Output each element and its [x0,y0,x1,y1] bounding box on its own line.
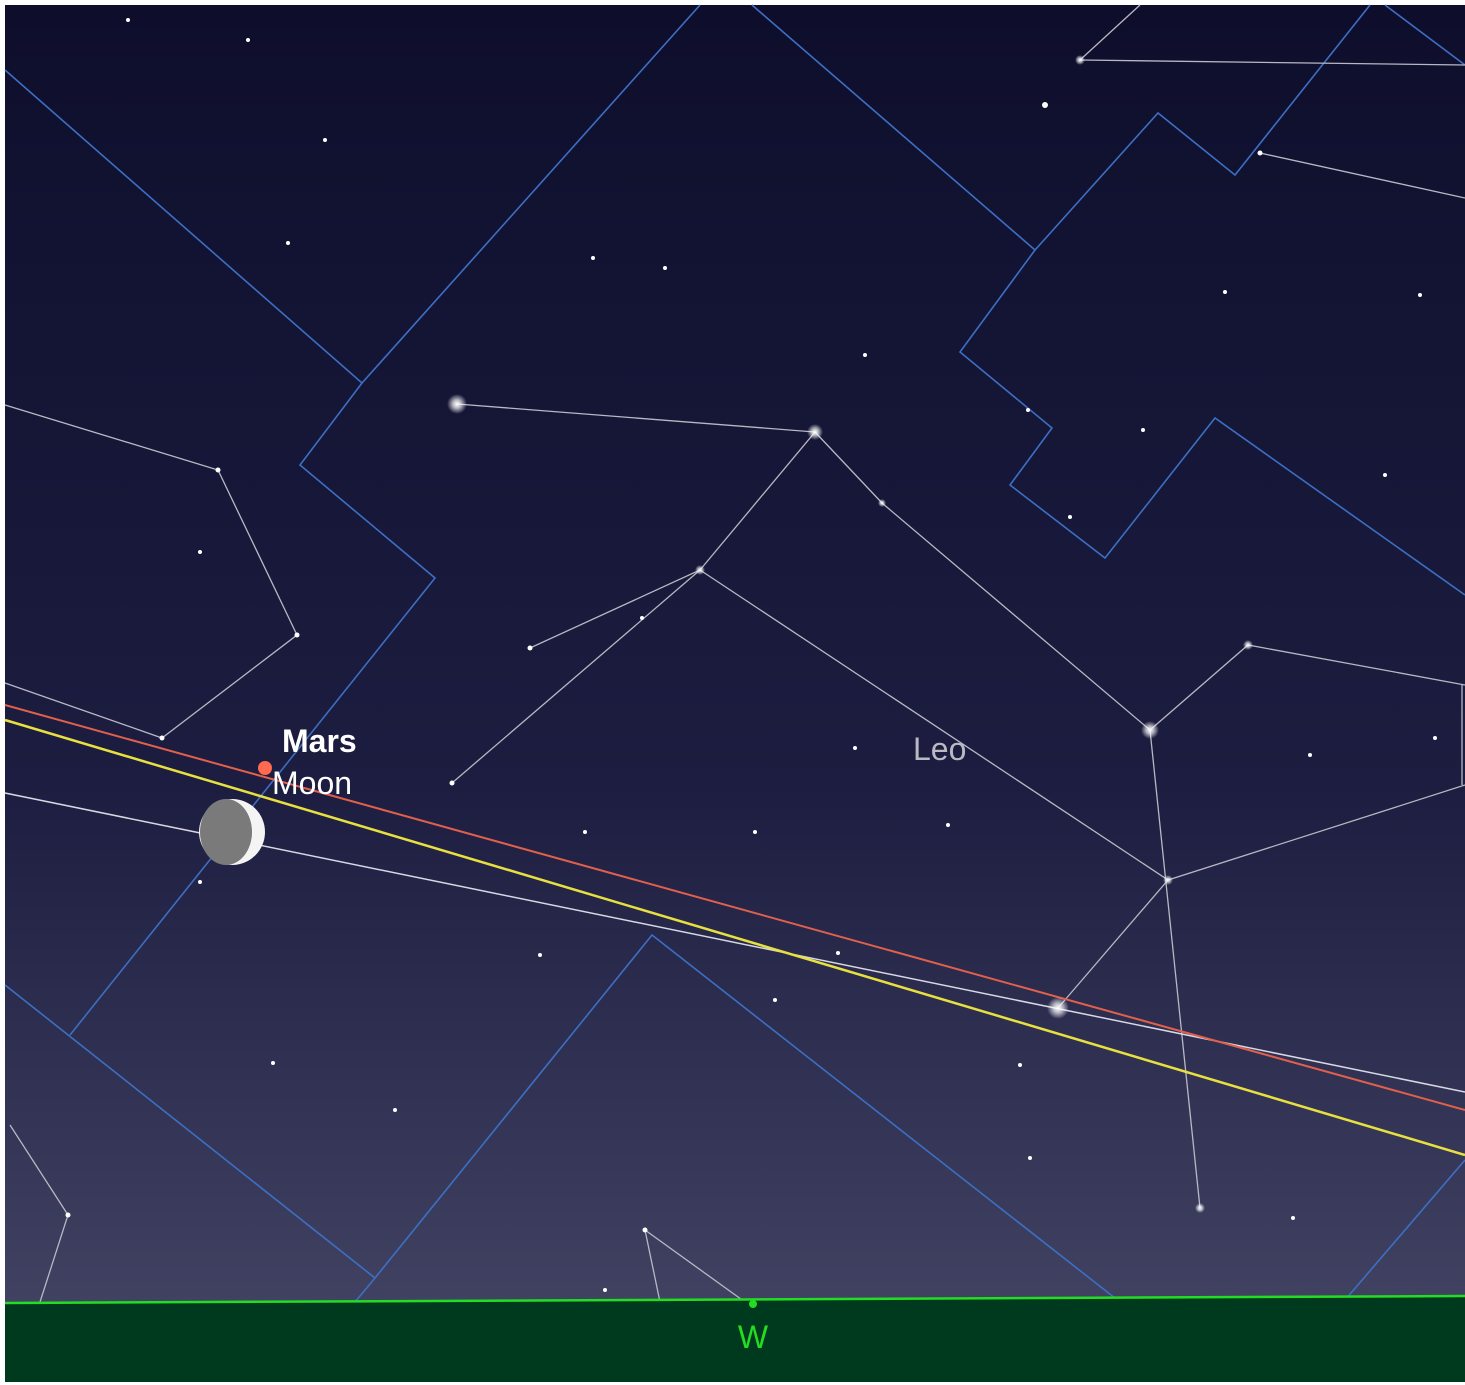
mars [258,761,272,775]
constellation-label: Leo [913,731,966,767]
constellation-boundaries [4,4,1465,1303]
sky [5,5,1465,1305]
horizon [4,1294,1465,1305]
orbit-line [4,704,1465,1111]
stars [65,18,1437,1292]
planet-label: Mars [282,723,357,759]
ground [5,1296,1465,1382]
compass-point [749,1300,757,1308]
moon-label: Moon [272,765,352,801]
moon [199,799,265,865]
direction-label: W [738,1319,769,1355]
ecliptic [4,718,1465,1157]
